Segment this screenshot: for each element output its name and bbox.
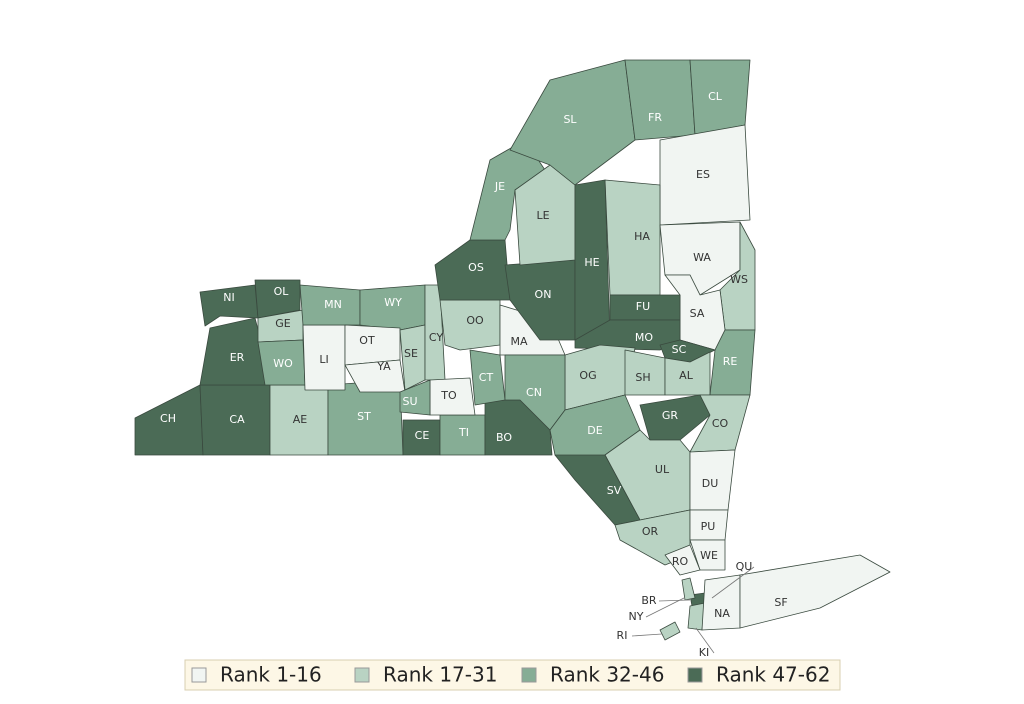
county-label: CL [708,90,723,103]
legend-swatch [687,667,703,683]
county [689,539,726,571]
leader-line [711,566,755,599]
county-label: GE [275,317,291,330]
county [639,394,711,441]
county-label: HE [584,256,599,269]
county-label: CY [429,331,443,344]
county [399,379,431,416]
county-label: NY [629,610,644,623]
county-label: MN [324,298,342,311]
legend-swatch [354,667,370,683]
county-label: QU [736,560,753,573]
county [701,574,741,631]
legend-swatch [191,667,207,683]
county-label: AE [293,413,308,426]
leader-line [631,633,663,637]
county-label: BR [641,594,657,607]
county-label: SA [690,307,705,320]
county-label: WA [693,251,711,264]
county-label: NA [714,607,730,620]
county [709,329,756,396]
county [624,59,696,141]
county-label: MO [635,331,653,344]
county-label: WY [384,296,402,309]
legend-label: Rank 32-46 [550,663,664,687]
county-label: OO [466,314,484,327]
county-label: ES [696,168,710,181]
county-label: SH [635,371,650,384]
leader-line [645,597,685,618]
county-label: RI [617,629,628,642]
county-label: OG [579,369,596,382]
county-label: TI [458,426,469,439]
county-label: CE [415,429,430,442]
county-label: RO [672,555,689,568]
county-label: OR [642,525,659,538]
county-label: FU [636,300,650,313]
county-label: ON [535,288,552,301]
counties [134,59,891,641]
leader-line [658,599,691,602]
county-label: YA [376,360,391,373]
legend-box [184,659,841,691]
county-label: SU [402,395,417,408]
county-label: WO [273,357,293,370]
legend-label: Rank 47-62 [716,663,830,687]
county-label: OT [359,334,375,347]
county-label: CT [479,371,494,384]
county [254,279,301,319]
county-label: CO [712,417,729,430]
county-label: NI [223,291,234,304]
county-label: JE [494,180,505,193]
county-label: FR [648,111,662,124]
legend-swatch [521,667,537,683]
county-label: OS [468,261,484,274]
county-label: UL [655,463,670,476]
county-label: GR [662,409,679,422]
county [664,351,711,396]
county-label: LI [319,353,328,366]
county-label: SL [563,113,577,126]
leader-line [695,627,715,654]
county-label: DU [702,477,719,490]
county-label: ST [357,410,371,423]
county [681,577,696,601]
county-label: KI [699,646,709,659]
county-label: SF [774,596,787,609]
county-label: CN [526,386,542,399]
county [739,554,891,629]
county-label: PU [701,520,716,533]
county [199,284,259,327]
county-label: SV [607,484,622,497]
county-label: AL [679,369,694,382]
county-label: WS [730,273,748,286]
county-label: OL [274,285,290,298]
county-label: SE [404,347,418,360]
county [664,544,701,576]
county-label: SC [672,343,687,356]
county-label: ER [230,351,245,364]
county-label: CH [160,412,176,425]
county [659,621,681,641]
county-label: RE [723,355,738,368]
county-label: BO [496,431,512,444]
legend-label: Rank 1-16 [220,663,322,687]
county-label: MA [510,335,527,348]
county-label: WE [700,549,718,562]
legend-label: Rank 17-31 [383,663,497,687]
county-label: HA [634,230,650,243]
county-label: TO [440,389,457,402]
county [604,179,661,296]
county-label: LE [536,209,549,222]
county-label: DE [587,424,602,437]
county-label: CA [229,413,245,426]
legend: Rank 1-16 Rank 17-31 Rank 32-46 Rank 47-62 [191,663,830,687]
